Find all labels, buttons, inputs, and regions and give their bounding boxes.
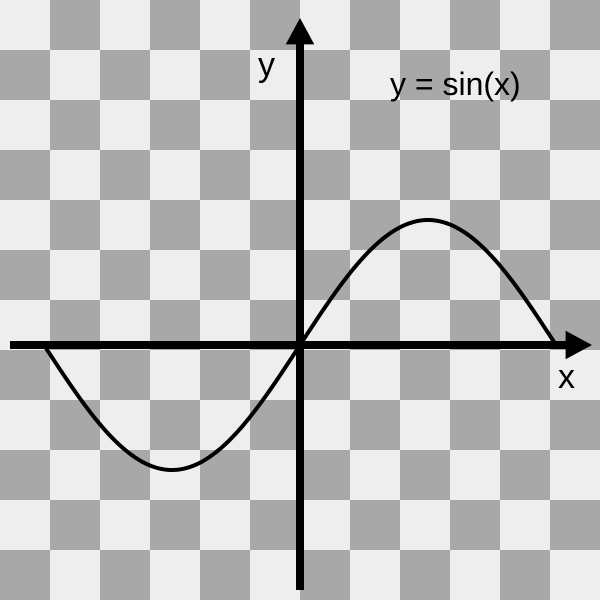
x-axis-label: x bbox=[558, 358, 575, 397]
axes bbox=[10, 18, 592, 590]
equation-label: y = sin(x) bbox=[390, 66, 521, 103]
y-axis-label: y bbox=[258, 46, 275, 85]
sine-chart: y x y = sin(x) bbox=[0, 0, 600, 600]
